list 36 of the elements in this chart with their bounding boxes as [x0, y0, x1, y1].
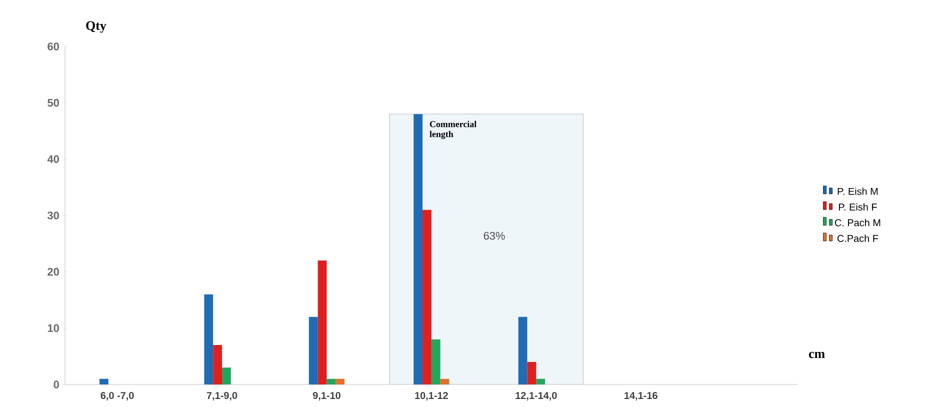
- x-tick-label: 14,1-16: [624, 392, 658, 400]
- bar: [204, 294, 214, 384]
- y-tick-label: 10: [48, 324, 59, 332]
- bar: [440, 378, 450, 384]
- y-tick-label: 30: [47, 212, 59, 220]
- legend-label: P. Eish M: [838, 188, 878, 195]
- bar: [431, 339, 440, 384]
- y-tick-label: 60: [48, 42, 59, 50]
- y-tick-label: 20: [48, 268, 59, 276]
- bar: [326, 378, 336, 384]
- bar: [518, 316, 528, 384]
- bar: [414, 114, 423, 384]
- x-tick-label: 12,1-14,0: [516, 392, 557, 400]
- bar: [527, 362, 536, 384]
- x-axis-title: cm: [808, 352, 825, 358]
- bar: [422, 210, 432, 384]
- bar: [213, 345, 222, 384]
- bar: [99, 378, 108, 384]
- x-tick-label: 10,1-12: [415, 392, 448, 400]
- y-axis-title: Qty: [86, 21, 106, 33]
- legend-label: P. Eish F: [838, 203, 877, 211]
- y-tick-label: 50: [48, 98, 59, 107]
- bar: [336, 378, 345, 384]
- bar: [318, 260, 327, 384]
- x-tick-label: 7,1-9,0: [206, 392, 238, 400]
- annotation: 63%: [484, 232, 505, 240]
- y-tick-label: 40: [47, 155, 59, 164]
- bar: [222, 368, 231, 384]
- bar: [308, 316, 318, 384]
- legend-label: C.Pach F: [837, 234, 878, 242]
- band-label: Commercial length: [430, 120, 476, 140]
- bar: [536, 378, 546, 384]
- legend-label: C. Pach M: [834, 218, 880, 226]
- y-tick-label: 0: [54, 380, 59, 388]
- x-tick-label: 6,0 -7,0: [100, 392, 134, 400]
- x-tick-label: 9,1-10: [312, 392, 340, 400]
